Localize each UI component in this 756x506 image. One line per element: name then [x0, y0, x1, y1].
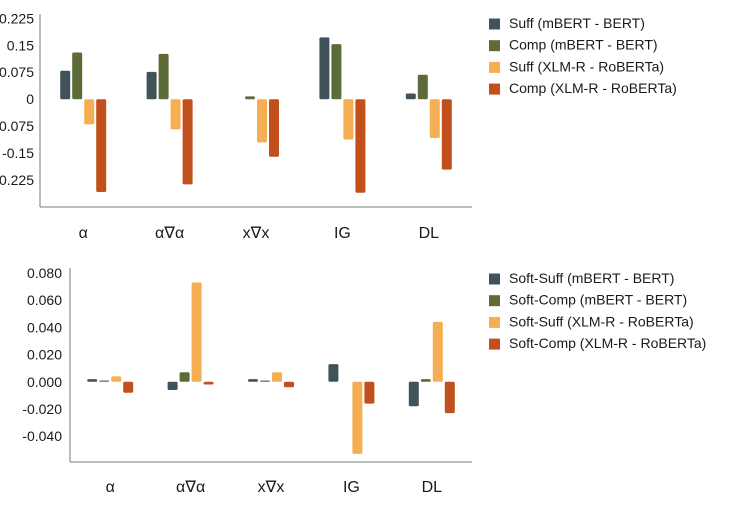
legend-swatch	[489, 61, 500, 73]
y-tick-label: -0.075	[0, 118, 34, 134]
bar	[420, 379, 431, 382]
chart-1: 0.225 0.15 0.075 0 -0.075 -0.15 -0.225 α α∇α x∇x I…	[0, 10, 677, 242]
bar	[245, 96, 255, 100]
bar	[87, 379, 98, 382]
bar	[96, 99, 107, 192]
legend-swatch	[489, 83, 500, 95]
bar	[60, 70, 71, 100]
bar	[191, 282, 202, 382]
x-tick-label: DL	[422, 479, 443, 496]
y-tick-label: 0	[26, 91, 34, 107]
y-tick-label: 0.075	[0, 64, 34, 80]
x-tick-label: IG	[334, 225, 351, 242]
y-tick-label: 0.15	[7, 37, 34, 53]
x-tick-label: DL	[419, 225, 440, 242]
bar	[331, 44, 342, 100]
bar	[203, 381, 214, 385]
y-tick-label: -0.15	[2, 145, 34, 161]
x-tick-label: x∇x	[258, 479, 285, 496]
bar	[146, 71, 157, 100]
legend-swatch	[489, 295, 500, 307]
legend-label: Soft-Suff (mBERT - BERT)	[509, 270, 674, 286]
bar	[319, 37, 330, 100]
bar	[364, 381, 375, 404]
y-tick-label: 0.060	[27, 292, 62, 308]
bar	[405, 93, 416, 100]
legend-swatch	[489, 316, 500, 328]
bar	[429, 99, 440, 139]
bar	[182, 99, 193, 185]
y-tick-label: 0.080	[27, 265, 62, 281]
legend-label: Suff (mBERT - BERT)	[509, 15, 645, 31]
bar	[257, 99, 267, 143]
bar	[441, 99, 452, 170]
legend-label: Soft-Comp (mBERT - BERT)	[509, 292, 687, 308]
x-tick-label: α	[106, 479, 115, 496]
bar	[167, 381, 178, 390]
y-tick-label: -0.040	[22, 428, 62, 444]
legend-swatch	[489, 40, 500, 52]
legend-label: Comp (mBERT - BERT)	[509, 37, 658, 53]
bar	[84, 99, 95, 125]
bar	[111, 376, 122, 382]
legend-label: Comp (XLM-R - RoBERTa)	[509, 80, 677, 96]
bar	[248, 379, 258, 382]
legend-label: Suff (XLM-R - RoBERTa)	[509, 58, 664, 74]
legend-label: Soft-Suff (XLM-R - RoBERTa)	[509, 313, 694, 329]
bar	[72, 52, 83, 100]
bar	[260, 380, 270, 382]
x-tick-label: α	[79, 225, 88, 242]
x-tick-label: α∇α	[176, 479, 205, 496]
x-tick-label: IG	[343, 479, 360, 496]
bar	[99, 380, 110, 382]
y-tick-label: 0.225	[0, 10, 34, 26]
legend-swatch	[489, 18, 500, 30]
bar	[417, 74, 428, 100]
bar	[170, 99, 181, 130]
bar	[179, 372, 190, 382]
legend: Suff (mBERT - BERT) Comp (mBERT - BERT) Su…	[489, 15, 677, 96]
bar	[123, 381, 134, 393]
y-tick-label: -0.020	[22, 401, 62, 417]
bar	[408, 381, 419, 407]
y-tick-label: 0.040	[27, 319, 62, 335]
bar	[158, 53, 169, 100]
bar	[352, 381, 363, 454]
bar	[272, 372, 282, 382]
bar	[284, 381, 294, 388]
legend: Soft-Suff (mBERT - BERT) Soft-Comp (mBERT…	[489, 270, 706, 351]
bar	[444, 381, 455, 414]
legend-swatch	[489, 338, 500, 350]
y-tick-label: -0.225	[0, 172, 34, 188]
bar	[343, 99, 354, 140]
x-tick-label: x∇x	[243, 225, 270, 242]
bar	[328, 364, 339, 382]
y-tick-label: 0.020	[27, 347, 62, 363]
chart-2: 0.080 0.060 0.040 0.020 0.000 -0.020 -0.040 α α∇…	[22, 265, 706, 496]
y-tick-label: 0.000	[27, 374, 62, 390]
bar	[355, 99, 366, 193]
legend-swatch	[489, 273, 500, 285]
x-tick-label: α∇α	[155, 225, 184, 242]
bar	[432, 321, 443, 382]
bar	[269, 99, 279, 157]
legend-label: Soft-Comp (XLM-R - RoBERTa)	[509, 335, 706, 351]
